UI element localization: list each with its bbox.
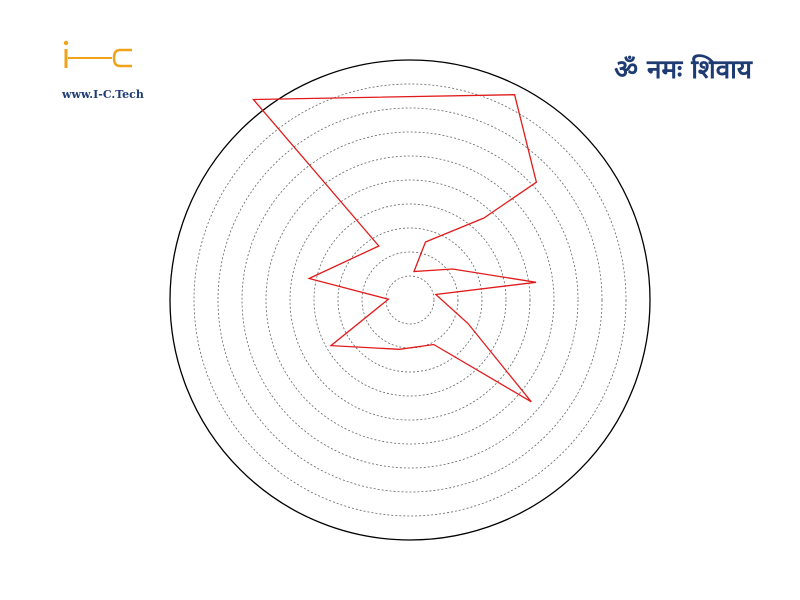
i-c-logo-icon [63,40,132,68]
grid-ring [217,107,603,493]
grid-ring [265,155,555,445]
series-layer [252,94,538,403]
outer-circle [169,59,651,541]
grid-ring [241,131,579,469]
grid-ring [193,83,627,517]
grid-ring [289,179,531,421]
grid-ring [361,251,459,349]
website-url: www.I-C.Tech [62,88,144,101]
series-line [252,94,538,403]
grid-ring [337,227,483,373]
grid-ring [313,203,507,397]
grid-rings [193,83,627,517]
grid-ring [385,275,435,325]
mantra-title: ॐ नमः शिवाय [614,55,752,85]
